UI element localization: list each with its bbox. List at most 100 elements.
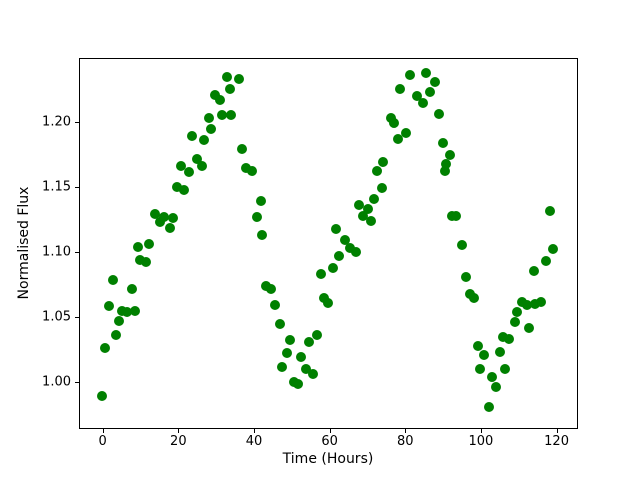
data-point — [292, 379, 303, 390]
data-point — [450, 211, 461, 222]
data-point — [350, 246, 361, 257]
data-point — [395, 84, 406, 95]
data-point — [474, 363, 485, 374]
data-point — [197, 160, 208, 171]
data-point — [130, 306, 141, 317]
data-point — [318, 292, 329, 303]
data-point — [140, 257, 151, 268]
data-point — [159, 212, 170, 223]
x-tick-label: 40 — [245, 434, 263, 449]
data-point — [226, 109, 237, 120]
data-point — [372, 165, 383, 176]
x-tick-label: 80 — [397, 434, 414, 449]
data-point — [333, 250, 344, 261]
data-point — [535, 296, 546, 307]
data-point — [392, 133, 403, 144]
data-point — [362, 203, 373, 214]
data-point — [437, 138, 448, 149]
data-point — [281, 348, 292, 359]
x-tick-mark — [178, 429, 180, 433]
data-point — [322, 298, 333, 308]
data-point — [241, 163, 252, 174]
data-point — [483, 401, 494, 412]
data-point — [528, 266, 539, 277]
data-point — [221, 72, 232, 83]
data-point — [494, 346, 505, 357]
data-point — [430, 77, 441, 88]
data-point — [357, 210, 368, 221]
data-point — [205, 124, 216, 135]
data-point — [143, 238, 154, 249]
data-point — [441, 158, 452, 169]
y-tick-mark — [75, 317, 79, 319]
data-point — [111, 330, 122, 341]
data-point — [469, 292, 480, 303]
y-tick-label: 1.00 — [42, 374, 71, 390]
data-point — [445, 150, 456, 161]
data-point — [260, 281, 271, 292]
data-point — [376, 182, 387, 193]
data-point — [540, 256, 551, 267]
data-point — [417, 98, 428, 109]
data-point — [354, 199, 365, 210]
y-tick-mark — [75, 187, 79, 189]
x-tick-label: 20 — [170, 434, 187, 449]
data-point — [296, 351, 307, 362]
data-point — [107, 275, 118, 286]
data-point — [154, 217, 165, 228]
data-point — [530, 298, 541, 309]
data-point — [461, 272, 472, 283]
x-tick-label: 60 — [321, 434, 338, 449]
data-point — [257, 230, 268, 241]
data-point — [511, 307, 522, 318]
data-point — [401, 128, 412, 139]
y-tick-label: 1.15 — [42, 179, 71, 195]
data-point — [99, 342, 110, 353]
data-point — [456, 239, 467, 250]
data-point — [405, 70, 416, 81]
data-point — [255, 196, 266, 207]
data-point — [164, 222, 175, 233]
data-point — [215, 95, 226, 106]
data-point — [439, 166, 450, 177]
data-point — [389, 117, 400, 128]
data-point — [487, 371, 498, 382]
x-tick-mark — [329, 429, 331, 433]
data-point — [274, 319, 285, 330]
data-point — [503, 334, 514, 344]
data-point — [285, 335, 296, 346]
data-point — [172, 181, 183, 192]
data-point — [167, 212, 178, 223]
data-point — [187, 130, 198, 141]
data-point — [472, 340, 483, 351]
data-point — [491, 381, 502, 392]
data-point — [179, 184, 190, 195]
data-point — [126, 284, 137, 295]
y-tick-label: 1.20 — [42, 114, 71, 130]
x-tick-mark — [102, 429, 104, 433]
y-tick-label: 1.10 — [42, 244, 71, 260]
x-tick-mark — [480, 429, 482, 433]
x-axis-label: Time (Hours) — [282, 451, 374, 467]
data-point — [433, 108, 444, 119]
x-tick-label: 0 — [98, 434, 107, 449]
data-point — [209, 90, 220, 101]
data-point — [246, 166, 257, 177]
data-point — [277, 361, 288, 372]
data-point — [311, 330, 322, 341]
y-tick-mark — [75, 382, 79, 384]
data-point — [424, 87, 435, 98]
data-point — [133, 241, 143, 252]
data-point — [97, 391, 108, 402]
x-tick-mark — [556, 429, 558, 433]
data-point — [300, 363, 311, 374]
data-point — [330, 223, 341, 234]
data-point — [150, 208, 161, 219]
x-tick-label: 120 — [544, 434, 569, 449]
data-point — [365, 215, 376, 226]
data-point — [510, 316, 521, 327]
plot-area — [79, 58, 578, 429]
data-point — [266, 283, 277, 294]
y-tick-mark — [75, 252, 79, 254]
data-point — [103, 300, 114, 311]
